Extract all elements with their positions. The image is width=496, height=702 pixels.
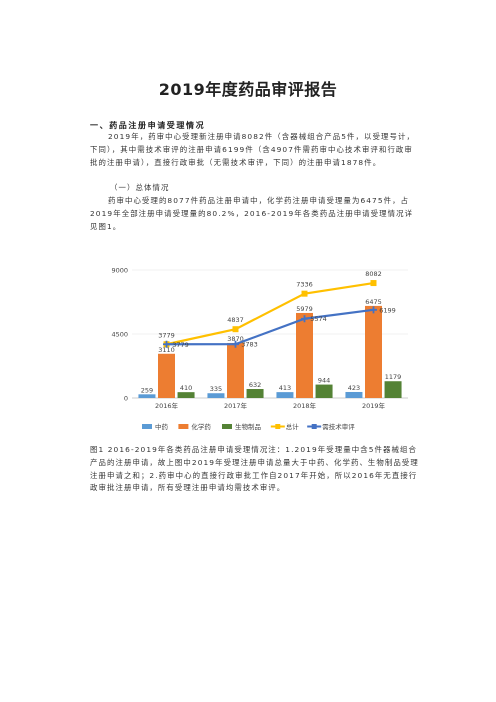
bar-生物制品 [246,389,264,398]
line-总计 [166,281,374,346]
legend-label: 化学药 [191,422,211,431]
line-data-label: 8082 [365,270,382,278]
x-tick-label: 2018年 [293,401,317,410]
section-heading: 一、药品注册申请受理情况 [90,121,206,130]
marker-总计 [232,326,239,333]
line-data-label: 4837 [227,316,244,324]
x-tick-label: 2019年 [362,401,386,410]
bar-data-label: 632 [249,381,261,389]
bar-data-label: 335 [210,385,222,393]
bar-data-label: 3110 [158,346,175,354]
line-data-label: 5574 [310,315,327,323]
bar-化学药 [365,305,382,398]
bar-生物制品 [177,392,195,398]
report-title: 2019年度药品审评报告 [158,80,338,99]
bar-生物制品 [315,384,333,398]
bar-中药 [207,393,225,398]
marker-总计 [370,280,377,287]
bar-化学药 [227,342,244,398]
bar-中药 [345,391,363,398]
bar-中药 [276,392,294,398]
legend-label: 生物制品 [235,422,261,431]
legend-swatch-生物制品 [222,424,232,429]
legend-marker-总计 [275,424,281,429]
legend-label: 总计 [286,422,300,431]
paragraph-intake-summary: 2019年，药审中心受理新注册申请8082件（含器械组合产品5件，以受理号计，下… [90,132,415,167]
bar-data-label: 259 [141,386,153,394]
bar-data-label: 6475 [365,298,382,306]
bar-化学药 [158,353,175,398]
chart-svg: 0 4500 9000 2016年 2017年 2018年 2019年 259 335 413 42… [111,267,408,431]
line-data-label: 3783 [241,341,258,349]
x-tick-label: 2017年 [224,401,248,410]
line-data-label: 3779 [158,331,175,339]
y-tick-label: 0 [124,395,128,403]
bar-data-label: 413 [279,384,291,392]
line-需技术审评 [166,308,374,346]
line-data-label: 7336 [296,281,313,289]
figure-1-chart: 0 4500 9000 2016年 2017年 2018年 2019年 259 335 413 42… [90,258,420,440]
bar-data-label: 5979 [296,305,313,313]
marker-需技术审评 [232,340,239,348]
y-tick-label: 4500 [111,331,128,339]
bar-data-label: 3870 [227,335,244,343]
marker-需技术审评 [163,340,170,348]
legend-label: 中药 [155,422,169,431]
bar-data-label: 423 [348,384,360,392]
figure-caption: 图1 2016-2019年各类药品注册申请受理情况注：1.2019年受理量中含5… [90,445,419,493]
y-tick-label: 9000 [111,267,128,275]
line-data-label: 3779 [172,341,189,349]
legend-label: 需技术审评 [322,422,355,431]
marker-需技术审评 [301,315,308,323]
bar-data-label: 944 [318,377,330,385]
line-data-label: 6199 [379,306,396,314]
marker-需技术审评 [370,306,377,314]
bar-化学药 [296,312,313,398]
paragraph-overall: 药审中心受理的8077件药品注册申请中，化学药注册申请受理量为6475件，占20… [90,196,414,231]
legend-marker-需技术审评 [311,424,317,429]
marker-总计 [301,290,308,297]
subsection-heading: （一）总体情况 [110,183,170,192]
x-tick-label: 2016年 [155,401,179,410]
bar-生物制品 [384,381,402,398]
legend-swatch-中药 [142,424,152,429]
bar-中药 [138,394,156,398]
bar-data-label: 1179 [385,373,402,381]
legend-swatch-化学药 [178,424,189,429]
bar-data-label: 410 [180,384,192,392]
